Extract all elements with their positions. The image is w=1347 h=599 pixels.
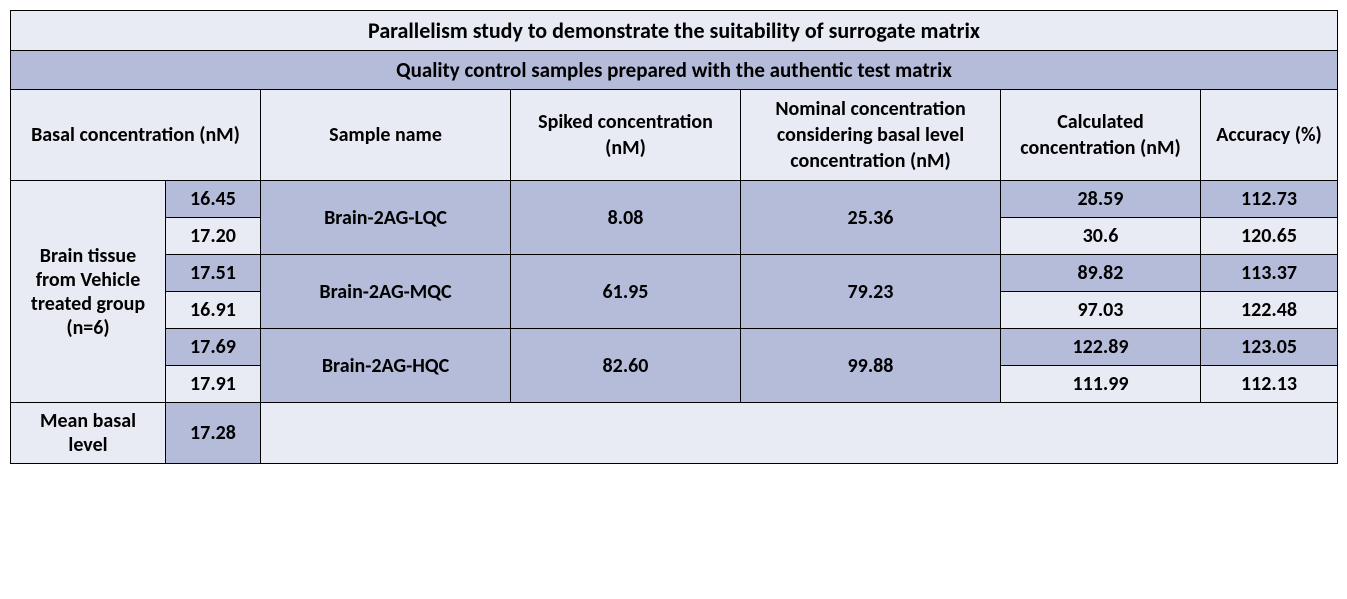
calculated-value: 111.99 [1001,366,1201,403]
header-basal: Basal concentration (nM) [11,90,261,181]
spiked-value: 61.95 [511,255,741,329]
header-row: Basal concentration (nM) Sample name Spi… [11,90,1338,181]
header-calculated: Calculated concentration (nM) [1001,90,1201,181]
mean-basal-row: Mean basal level 17.28 [11,403,1338,464]
table-row: Brain tissue from Vehicle treated group … [11,181,1338,218]
title-row: Parallelism study to demonstrate the sui… [11,11,1338,51]
accuracy-value: 112.13 [1201,366,1338,403]
table-row: 17.51 Brain-2AG-MQC 61.95 79.23 89.82 11… [11,255,1338,292]
accuracy-value: 122.48 [1201,292,1338,329]
basal-value: 16.45 [166,181,261,218]
spiked-value: 82.60 [511,329,741,403]
nominal-value: 99.88 [741,329,1001,403]
basal-value: 17.51 [166,255,261,292]
accuracy-value: 113.37 [1201,255,1338,292]
header-sample-name: Sample name [261,90,511,181]
sample-name: Brain-2AG-MQC [261,255,511,329]
calculated-value: 30.6 [1001,218,1201,255]
basal-value: 17.91 [166,366,261,403]
parallelism-table: Parallelism study to demonstrate the sui… [10,10,1338,464]
group-label: Brain tissue from Vehicle treated group … [11,181,166,403]
basal-value: 16.91 [166,292,261,329]
sample-name: Brain-2AG-HQC [261,329,511,403]
accuracy-value: 112.73 [1201,181,1338,218]
table-row: 17.69 Brain-2AG-HQC 82.60 99.88 122.89 1… [11,329,1338,366]
empty-cell [261,403,1338,464]
table-subtitle: Quality control samples prepared with th… [11,51,1338,90]
calculated-value: 89.82 [1001,255,1201,292]
spiked-value: 8.08 [511,181,741,255]
calculated-value: 122.89 [1001,329,1201,366]
header-spiked: Spiked concentration (nM) [511,90,741,181]
calculated-value: 97.03 [1001,292,1201,329]
mean-basal-value: 17.28 [166,403,261,464]
calculated-value: 28.59 [1001,181,1201,218]
table-title: Parallelism study to demonstrate the sui… [11,11,1338,51]
sample-name: Brain-2AG-LQC [261,181,511,255]
nominal-value: 25.36 [741,181,1001,255]
subtitle-row: Quality control samples prepared with th… [11,51,1338,90]
basal-value: 17.69 [166,329,261,366]
header-nominal: Nominal concentration considering basal … [741,90,1001,181]
mean-basal-label: Mean basal level [11,403,166,464]
basal-value: 17.20 [166,218,261,255]
accuracy-value: 120.65 [1201,218,1338,255]
accuracy-value: 123.05 [1201,329,1338,366]
nominal-value: 79.23 [741,255,1001,329]
header-accuracy: Accuracy (%) [1201,90,1338,181]
